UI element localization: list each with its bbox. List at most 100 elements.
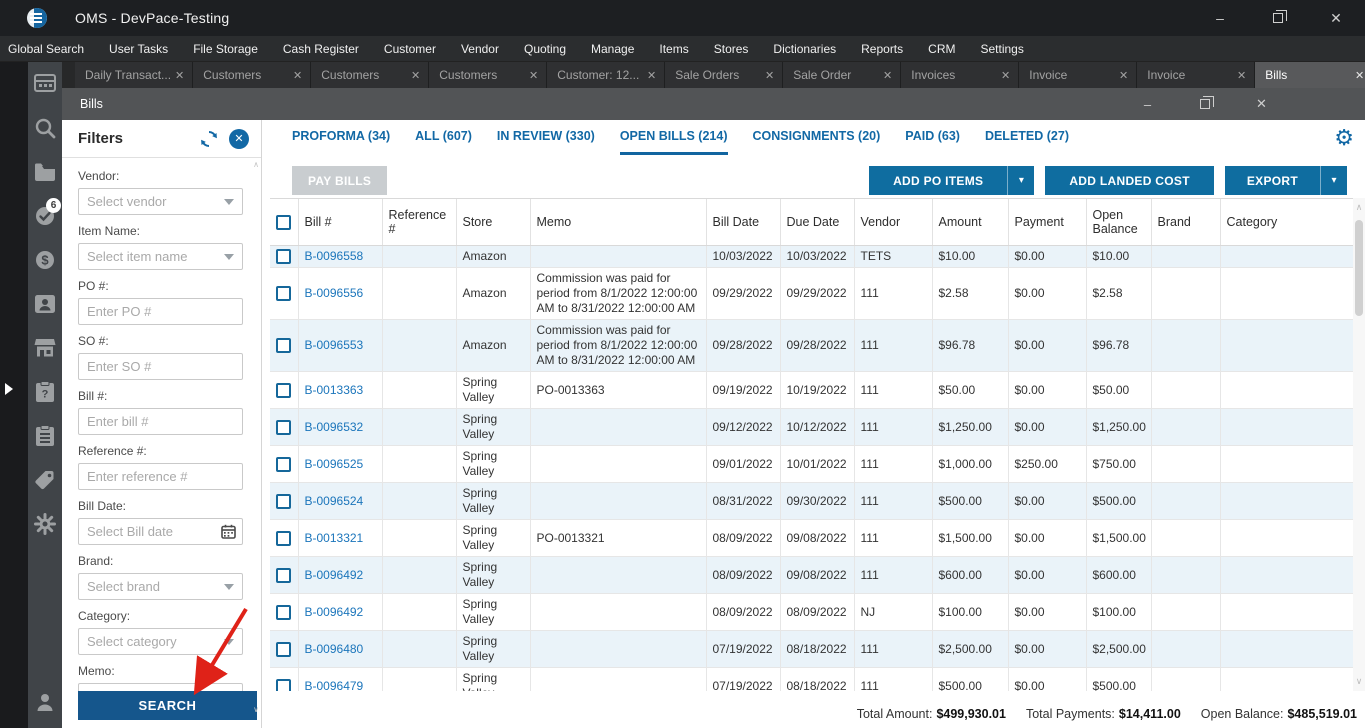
view-tab-paid[interactable]: PAID (63) [905,129,960,155]
tab-close-icon[interactable]: ✕ [289,69,302,82]
bill-date-input[interactable] [78,518,243,545]
filters-close-icon[interactable]: ✕ [229,129,249,149]
bill-link[interactable]: B-0096492 [305,568,364,582]
bills-close-icon[interactable]: ✕ [1233,88,1290,120]
bill-number-input[interactable] [78,408,243,435]
tab-close-icon[interactable]: ✕ [1233,69,1246,82]
sidebar-money-icon[interactable]: $ [28,238,62,282]
table-row[interactable]: B-0096525Spring Valley09/01/202210/01/20… [270,446,1353,483]
bill-link[interactable]: B-0013363 [305,383,364,397]
search-button[interactable]: SEARCH [78,691,257,720]
tab-customers[interactable]: Customers✕ [429,62,547,88]
bills-minimize-icon[interactable]: – [1119,88,1176,120]
panel-expand-arrow-icon[interactable] [5,383,13,395]
column-header-store[interactable]: Store [456,199,530,246]
sidebar-folder-icon[interactable] [28,150,62,194]
row-checkbox[interactable] [276,286,291,301]
bill-link[interactable]: B-0096558 [305,249,364,263]
tab-close-icon[interactable]: ✕ [1115,69,1128,82]
category-input[interactable] [78,628,243,655]
po-number-input[interactable] [78,298,243,325]
table-row[interactable]: B-0096558Amazon10/03/202210/03/2022TETS$… [270,246,1353,268]
tab-close-icon[interactable]: ✕ [643,69,656,82]
table-row[interactable]: B-0013321Spring ValleyPO-001332108/09/20… [270,520,1353,557]
so-number-input[interactable] [78,353,243,380]
row-checkbox[interactable] [276,642,291,657]
bill-link[interactable]: B-0013321 [305,531,364,545]
row-checkbox[interactable] [276,338,291,353]
menu-reports[interactable]: Reports [861,42,903,56]
menu-customer[interactable]: Customer [384,42,436,56]
restore-icon[interactable] [1249,0,1307,36]
column-header-bill[interactable]: Bill # [298,199,382,246]
table-row[interactable]: B-0096532Spring Valley09/12/202210/12/20… [270,409,1353,446]
column-header-vendor[interactable]: Vendor [854,199,932,246]
tab-customer-12[interactable]: Customer: 12...✕ [547,62,665,88]
tab-customers[interactable]: Customers✕ [311,62,429,88]
menu-global-search[interactable]: Global Search [8,42,84,56]
scroll-down-icon[interactable]: ∨ [252,705,260,714]
view-tab-deleted[interactable]: DELETED (27) [985,129,1069,155]
sidebar-register-icon[interactable] [28,62,62,106]
tab-sale-order[interactable]: Sale Order✕ [783,62,901,88]
view-tab-all[interactable]: ALL (607) [415,129,472,155]
tab-close-icon[interactable]: ✕ [171,69,184,82]
sidebar-clipboard-question-icon[interactable]: ? [28,370,62,414]
row-checkbox[interactable] [276,249,291,264]
sidebar-tag-icon[interactable] [28,458,62,502]
column-header-open-balance[interactable]: Open Balance [1086,199,1151,246]
table-scroll-thumb[interactable] [1355,220,1363,316]
scroll-up-icon[interactable]: ∧ [252,160,260,169]
column-header-amount[interactable]: Amount [932,199,1008,246]
table-row[interactable]: B-0096553AmazonCommission was paid for p… [270,320,1353,372]
pay-bills-button[interactable]: PAY BILLS [292,166,387,195]
row-checkbox[interactable] [276,383,291,398]
sidebar-user-icon[interactable] [28,680,62,724]
export-button[interactable]: EXPORT [1225,166,1320,195]
row-checkbox[interactable] [276,568,291,583]
column-header-reference[interactable]: Reference # [382,199,456,246]
refresh-icon[interactable] [199,129,219,149]
tab-close-icon[interactable]: ✕ [1351,69,1364,82]
bill-link[interactable]: B-0096532 [305,420,364,434]
menu-crm[interactable]: CRM [928,42,955,56]
add-po-items-caret-icon[interactable]: ▾ [1007,166,1034,195]
tab-sale-orders[interactable]: Sale Orders✕ [665,62,783,88]
tab-close-icon[interactable]: ✕ [761,69,774,82]
table-scroll-down-icon[interactable]: ∨ [1353,676,1365,687]
add-landed-cost-button[interactable]: ADD LANDED COST [1045,166,1214,195]
menu-items[interactable]: Items [659,42,688,56]
menu-user-tasks[interactable]: User Tasks [109,42,168,56]
tab-close-icon[interactable]: ✕ [525,69,538,82]
column-header-due-date[interactable]: Due Date [780,199,854,246]
table-row[interactable]: B-0013363Spring ValleyPO-001336309/19/20… [270,372,1353,409]
filters-scrollbar[interactable]: ∧ ∨ [252,160,260,688]
bills-restore-icon[interactable] [1176,88,1233,120]
table-row[interactable]: B-0096524Spring Valley08/31/202209/30/20… [270,483,1353,520]
tab-invoice[interactable]: Invoice✕ [1137,62,1255,88]
table-scrollbar[interactable]: ∧ ∨ [1353,198,1365,691]
bill-link[interactable]: B-0096553 [305,338,364,352]
column-header-bill-date[interactable]: Bill Date [706,199,780,246]
vendor-input[interactable] [78,188,243,215]
table-scroll-up-icon[interactable]: ∧ [1353,202,1365,213]
column-header-payment[interactable]: Payment [1008,199,1086,246]
view-tab-consignments[interactable]: CONSIGNMENTS (20) [753,129,881,155]
tab-invoices[interactable]: Invoices✕ [901,62,1019,88]
tab-close-icon[interactable]: ✕ [997,69,1010,82]
add-po-items-button[interactable]: ADD PO ITEMS [869,166,1007,195]
bill-link[interactable]: B-0096492 [305,605,364,619]
select-all-checkbox[interactable] [276,215,291,230]
tab-close-icon[interactable]: ✕ [407,69,420,82]
table-row[interactable]: B-0096556AmazonCommission was paid for p… [270,268,1353,320]
sidebar-clipboard-list-icon[interactable] [28,414,62,458]
sidebar-search-icon[interactable] [28,106,62,150]
minimize-icon[interactable]: – [1191,0,1249,36]
tab-invoice[interactable]: Invoice✕ [1019,62,1137,88]
sidebar-contacts-icon[interactable] [28,282,62,326]
reference-number-input[interactable] [78,463,243,490]
row-checkbox[interactable] [276,605,291,620]
bill-link[interactable]: B-0096525 [305,457,364,471]
table-row[interactable]: B-0096479Spring Valley07/19/202208/18/20… [270,668,1353,691]
menu-vendor[interactable]: Vendor [461,42,499,56]
